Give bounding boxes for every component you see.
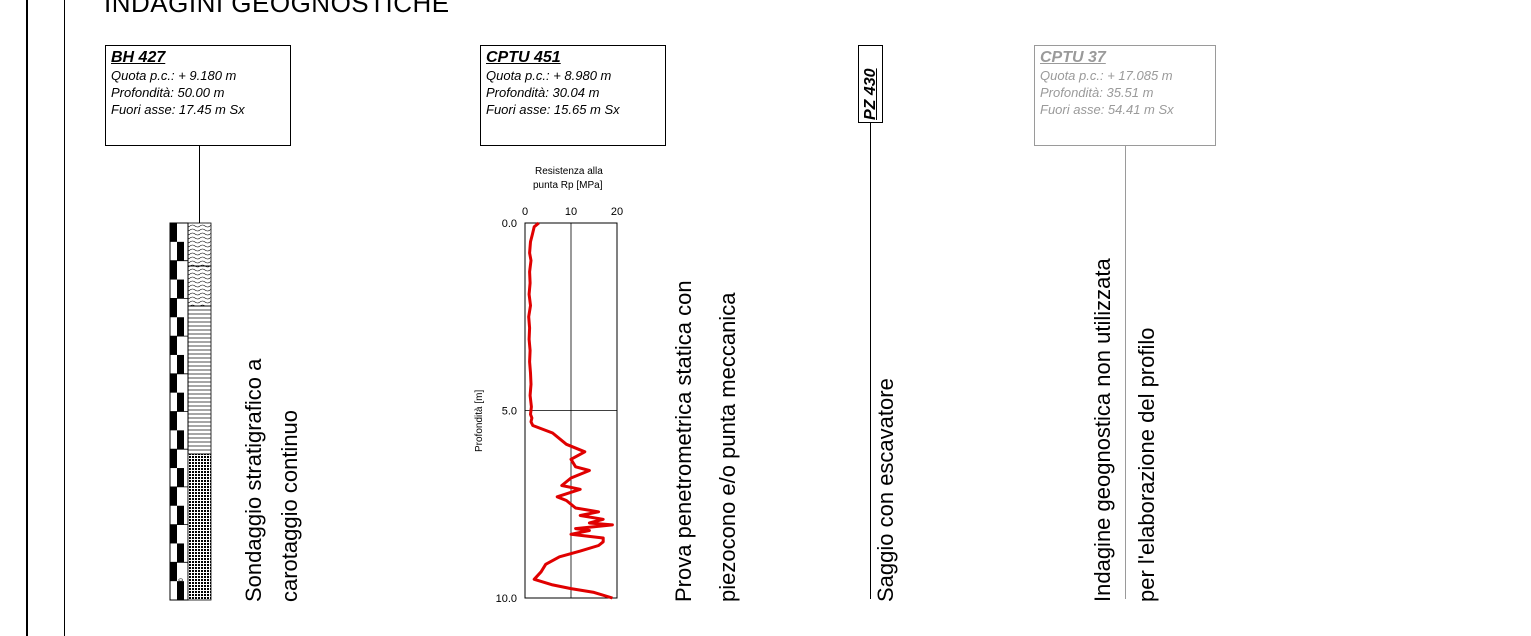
pz430-description: Saggio con escavatore [873, 378, 898, 602]
cptu451-card: CPTU 451 Quota p.c.: + 8.980 m Profondit… [480, 45, 666, 146]
bh427-scale-label: 7 [179, 468, 185, 472]
cptu37-description-line2: per l'elaborazione del profilo [1134, 327, 1159, 602]
chart-ylabel: Profondità [m] [474, 389, 485, 452]
bh427-scale-label: 8 [179, 506, 185, 510]
bh427-scale-block [177, 392, 184, 412]
bh427-scale-block [177, 468, 184, 487]
bh427-scale-block [170, 486, 177, 506]
bh427-scale-label: 1 [179, 242, 185, 246]
bh427-scale-label: 9 [179, 543, 185, 547]
bh427-quota: Quota p.c.: + 9.180 m [111, 68, 237, 83]
bh427-title: BH 427 [111, 49, 166, 66]
chart-x-tick-label: 20 [611, 206, 623, 218]
cptu451-quota: Quota p.c.: + 8.980 m [486, 68, 612, 83]
cptu37-quota: Quota p.c.: + 17.085 m [1040, 68, 1173, 83]
bh427-scale-block [177, 543, 184, 563]
bh427-scale-block [177, 354, 184, 374]
bh427-scale-label: 6 [179, 430, 185, 434]
bh427-scale-block [170, 411, 177, 431]
bh427-scale-block [170, 336, 177, 355]
bh427-scale-block [177, 241, 184, 261]
bh427-scale-label: 3 [179, 317, 185, 321]
pz430-leader-line [870, 123, 871, 599]
cptu37-leader-line [1125, 146, 1126, 599]
bh427-scale-label: 2 [179, 279, 185, 283]
bh427-scale-block [177, 581, 184, 600]
cptu451-description-line1: Prova penetrometrica statica con [671, 280, 696, 602]
bh427-scale-block [170, 373, 177, 393]
chart-x-tick-label: 10 [565, 206, 577, 218]
cptu37-fuori-asse: Fuori asse: 54.41 m Sx [1040, 102, 1174, 117]
frame-line-inner [64, 0, 65, 636]
bh427-leader-line [199, 146, 200, 223]
bh427-scale-block [170, 223, 177, 242]
cptu37-profondita: Profondità: 35.51 m [1040, 85, 1154, 100]
chart-y-tick-label: 10.0 [496, 593, 517, 605]
chart-x-tick-label: 0 [522, 206, 528, 218]
cptu451-fuori-asse: Fuori asse: 15.65 m Sx [486, 102, 620, 117]
bh427-card: BH 427 Quota p.c.: + 9.180 m Profondità:… [105, 45, 291, 146]
pz430-card: PZ 430 [858, 45, 883, 123]
chart-title-line2: punta Rp [MPa] [533, 180, 603, 191]
cptu451-description-line2: piezocono e/o punta meccanica [715, 292, 740, 602]
cptu37-card: CPTU 37 Quota p.c.: + 17.085 m Profondit… [1034, 45, 1216, 146]
chart-y-tick-label: 5.0 [502, 406, 517, 418]
bh427-profondita: Profondità: 50.00 m [111, 85, 225, 100]
frame-line-outer [26, 0, 28, 636]
bh427-scale-label: 4 [179, 355, 185, 359]
bh427-scale-label: 10 [179, 578, 185, 585]
bh427-scale-block [177, 317, 184, 337]
section-title: INDAGINI GEOGNOSTICHE [104, 0, 450, 18]
bh427-scale-block [177, 430, 184, 450]
bh427-scale-block [177, 279, 184, 299]
bh427-scale-block [170, 524, 177, 544]
bh427-scale-block [177, 505, 184, 525]
cptu451-rp-series-line [527, 221, 614, 600]
pz430-title: PZ 430 [862, 68, 879, 120]
bh427-fuori-asse: Fuori asse: 17.45 m Sx [111, 102, 245, 117]
bh427-scale-block [170, 562, 177, 582]
bh427-scale-block [170, 449, 177, 469]
bh427-scale-label: 5 [179, 392, 185, 396]
bh427-scale-block [170, 260, 177, 280]
bh427-scale-block [170, 298, 177, 318]
chart-y-tick-label: 0.0 [502, 218, 517, 230]
cptu451-title: CPTU 451 [486, 49, 561, 66]
cptu37-description-line1: Indagine geognostica non utilizzata [1090, 258, 1115, 602]
cptu37-title: CPTU 37 [1040, 49, 1106, 66]
cptu451-profondita: Profondità: 30.04 m [486, 85, 600, 100]
chart-title-line1: Resistenza alla [535, 166, 603, 177]
